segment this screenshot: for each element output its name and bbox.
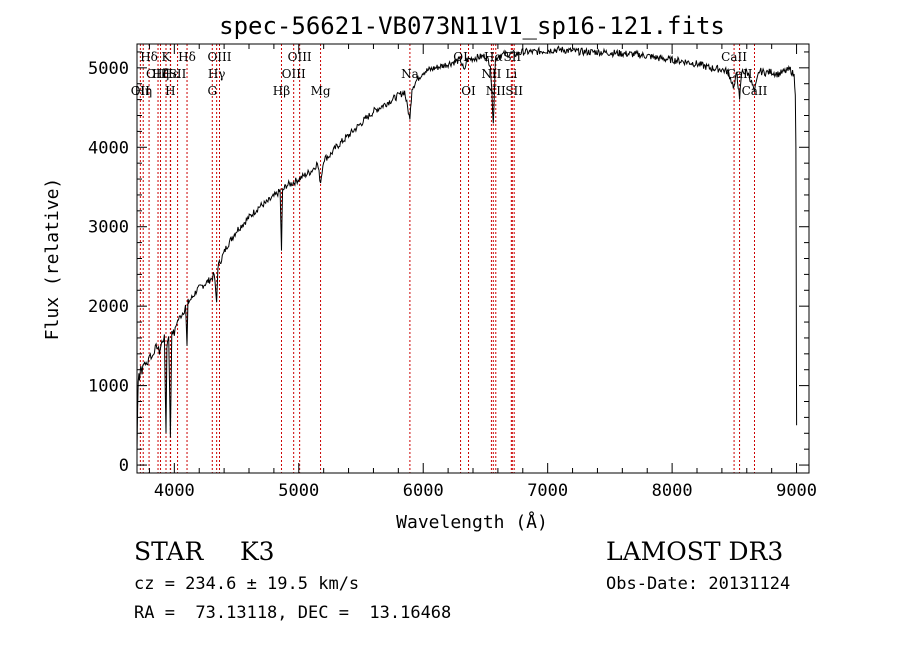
line-label: Hβ — [273, 84, 290, 98]
object-class: STAR — [134, 537, 204, 566]
x-tick-label: 5000 — [278, 481, 319, 501]
line-label: OIII — [146, 67, 170, 81]
survey-name: LAMOST DR3 — [606, 537, 784, 566]
y-axis: 0 1000 2000 3000 4000 5000 — [88, 51, 809, 476]
line-label: Mg — [311, 84, 331, 98]
line-label: Hη — [134, 84, 152, 98]
y-tick-label: 0 — [119, 456, 129, 476]
line-label: OIII — [207, 50, 231, 64]
line-label: Hζ — [152, 67, 169, 81]
y-tick-label: 3000 — [88, 218, 129, 238]
x-tick-label: 8000 — [652, 481, 693, 501]
line-label: OIII — [282, 67, 306, 81]
line-labels: OIIHηHδOIIIHζKHHεSIIHδGHγOIIIHβOIIIOIIIM… — [131, 50, 768, 98]
x-tick-label: 9000 — [776, 481, 817, 501]
line-label: OI — [461, 84, 476, 98]
line-label: OIII — [288, 50, 312, 64]
y-axis-label: Flux (relative) — [42, 178, 63, 341]
x-tick-label: 6000 — [403, 481, 444, 501]
obs-date: Obs-Date: 20131124 — [606, 574, 791, 594]
line-label: K — [162, 50, 172, 64]
y-tick-label: 1000 — [88, 377, 129, 397]
object-subclass: K3 — [240, 537, 275, 566]
line-label: Hδ — [140, 50, 158, 64]
line-label: SII — [505, 84, 523, 98]
line-markers — [139, 44, 755, 473]
line-label: Hε — [162, 67, 179, 81]
redshift-cz: cz = 234.6 ± 19.5 km/s — [134, 574, 360, 594]
y-tick-label: 4000 — [88, 138, 129, 158]
line-label: Hγ — [208, 67, 226, 81]
y-tick-label: 5000 — [88, 59, 129, 79]
line-label: G — [207, 84, 217, 98]
line-label: CaII — [721, 50, 747, 64]
line-label: H — [165, 84, 175, 98]
line-label: NII — [486, 84, 506, 98]
line-label: Li — [505, 67, 517, 81]
chart-title: spec-56621-VB073N11V1_sp16-121.fits — [219, 12, 725, 40]
line-label: SII — [169, 67, 187, 81]
x-axis-label: Wavelength (Å) — [396, 511, 548, 533]
x-axis: 4000 5000 6000 7000 8000 9000 — [148, 44, 817, 501]
x-tick-label: 4000 — [154, 481, 195, 501]
line-label: NII — [481, 67, 501, 81]
y-tick-label: 2000 — [88, 297, 129, 317]
line-label: OII — [131, 84, 151, 98]
coordinates: RA = 73.13118, DEC = 13.16468 — [134, 603, 452, 623]
spectrum-series — [136, 45, 798, 454]
x-tick-label: 7000 — [527, 481, 568, 501]
line-label: Hδ — [178, 50, 196, 64]
plot-frame — [136, 43, 810, 474]
line-label: Na — [401, 67, 419, 81]
